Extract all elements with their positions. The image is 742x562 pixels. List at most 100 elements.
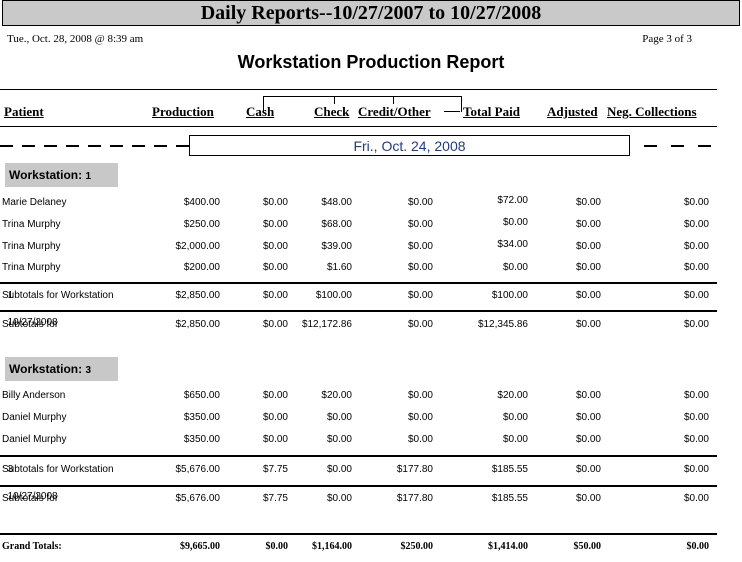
workstation-label-text: Workstation: — [9, 362, 83, 376]
neg-collections-value: $0.00 — [683, 412, 709, 423]
production-value: $5,676.00 — [175, 464, 221, 475]
payment-bracket-tick-check — [334, 96, 335, 104]
subtotal-workstation-row: Subtotals for Workstation 3 $5,676.00 $7… — [0, 464, 742, 478]
production-value: $650.00 — [183, 390, 220, 401]
adjusted-value: $0.00 — [575, 219, 601, 230]
total-paid-value: $0.00 — [502, 412, 528, 423]
col-credit-other: Credit/Other — [358, 104, 431, 119]
production-value: $5,676.00 — [175, 493, 221, 504]
credit-value: $0.00 — [407, 412, 433, 423]
cash-value: $7.75 — [262, 464, 288, 475]
col-cash: Cash — [246, 104, 275, 119]
check-value: $0.00 — [326, 412, 352, 423]
credit-value: $0.00 — [407, 290, 433, 301]
adjusted-value: $0.00 — [575, 197, 601, 208]
col-production: Production — [152, 104, 214, 119]
credit-value: $0.00 — [407, 434, 433, 445]
credit-value: $0.00 — [407, 319, 433, 330]
cash-value: $0.00 — [262, 197, 288, 208]
page-number: Page 3 of 3 — [642, 33, 692, 45]
adjusted-value: $0.00 — [575, 493, 601, 504]
table-row: Trina Murphy $250.00 $0.00 $68.00 $0.00 … — [0, 217, 742, 233]
check-value: $1,164.00 — [312, 541, 352, 552]
production-value: $2,000.00 — [175, 241, 221, 252]
workstation-label-text: Workstation: — [9, 168, 83, 182]
subtotal-rule — [0, 485, 717, 487]
payment-bracket-tick-credit — [393, 96, 394, 104]
subtotal-label: Subtotals for 10/27/2008 — [2, 491, 59, 504]
col-total-paid: Total Paid — [463, 104, 520, 119]
neg-collections-value: $0.00 — [683, 197, 709, 208]
neg-collections-value: $0.00 — [683, 434, 709, 445]
production-value: $200.00 — [183, 262, 220, 273]
col-check: Check — [314, 104, 350, 119]
cash-value: $0.00 — [262, 390, 288, 401]
neg-collections-value: $0.00 — [683, 493, 709, 504]
check-value: $20.00 — [321, 390, 352, 401]
production-value: $250.00 — [183, 219, 220, 230]
neg-collections-value: $0.00 — [683, 290, 709, 301]
credit-value: $0.00 — [407, 197, 433, 208]
workstation-1-label: Workstation: 1 — [5, 163, 118, 187]
check-value: $0.00 — [326, 464, 352, 475]
patient-name: Daniel Murphy — [2, 434, 67, 445]
total-paid-value: $0.00 — [502, 262, 528, 273]
credit-value: $0.00 — [407, 219, 433, 230]
adjusted-value: $0.00 — [575, 434, 601, 445]
neg-collections-value: $0.00 — [686, 541, 710, 552]
production-value: $2,850.00 — [175, 319, 221, 330]
date-dash-right — [630, 145, 717, 147]
table-row: Trina Murphy $2,000.00 $0.00 $39.00 $0.0… — [0, 239, 742, 255]
patient-name: Billy Anderson — [2, 390, 66, 401]
neg-collections-value: $0.00 — [683, 464, 709, 475]
cash-value: $0.00 — [262, 434, 288, 445]
credit-value: $177.80 — [396, 464, 433, 475]
total-paid-value: $0.00 — [502, 217, 528, 228]
adjusted-value: $50.00 — [573, 541, 602, 552]
patient-name: Daniel Murphy — [2, 412, 67, 423]
check-value: $0.00 — [326, 493, 352, 504]
col-neg-collections: Neg. Collections — [607, 104, 697, 119]
production-value: $9,665.00 — [180, 541, 220, 552]
total-paid-value: $100.00 — [491, 290, 528, 301]
check-value: $0.00 — [326, 434, 352, 445]
cash-value: $7.75 — [262, 493, 288, 504]
patient-name: Trina Murphy — [2, 262, 61, 273]
printed-timestamp: Tue., Oct. 28, 2008 @ 8:39 am — [7, 33, 144, 45]
date-dash-left — [0, 145, 189, 147]
report-banner-title: Daily Reports--10/27/2007 to 10/27/2008 — [200, 2, 542, 24]
production-value: $350.00 — [183, 434, 220, 445]
adjusted-value: $0.00 — [575, 319, 601, 330]
total-paid-value: $72.00 — [497, 195, 528, 206]
subtotal-rule — [0, 282, 717, 284]
cash-value: $0.00 — [262, 241, 288, 252]
total-paid-value: $34.00 — [497, 239, 528, 250]
check-value: $100.00 — [315, 290, 352, 301]
subtotal-date-row: Subtotals for 10/27/2008 $5,676.00 $7.75… — [0, 491, 742, 507]
subtotal-date-row: Subtotals for 10/27/2008 $2,850.00 $0.00… — [0, 317, 742, 333]
adjusted-value: $0.00 — [575, 241, 601, 252]
cash-value: $0.00 — [262, 290, 288, 301]
cash-value: $0.00 — [262, 219, 288, 230]
payment-bracket — [263, 96, 462, 112]
table-row: Trina Murphy $200.00 $0.00 $1.60 $0.00 $… — [0, 262, 742, 276]
total-paid-value: $1,414.00 — [488, 541, 528, 552]
cash-value: $0.00 — [262, 412, 288, 423]
col-patient: Patient — [4, 104, 44, 119]
neg-collections-value: $0.00 — [683, 262, 709, 273]
cash-value: $0.00 — [265, 541, 289, 552]
neg-collections-value: $0.00 — [683, 390, 709, 401]
subtotal-rule — [0, 310, 717, 312]
header-top-rule — [0, 89, 717, 90]
total-paid-value: $20.00 — [497, 390, 528, 401]
adjusted-value: $0.00 — [575, 262, 601, 273]
production-value: $400.00 — [183, 197, 220, 208]
grand-total-rule — [0, 533, 717, 535]
adjusted-value: $0.00 — [575, 290, 601, 301]
patient-name: Trina Murphy — [2, 219, 61, 230]
header-bottom-rule — [0, 126, 717, 127]
patient-name: Trina Murphy — [2, 241, 61, 252]
table-row: Marie Delaney $400.00 $0.00 $48.00 $0.00… — [0, 195, 742, 211]
table-row: Daniel Murphy $350.00 $0.00 $0.00 $0.00 … — [0, 434, 742, 448]
cash-value: $0.00 — [262, 262, 288, 273]
